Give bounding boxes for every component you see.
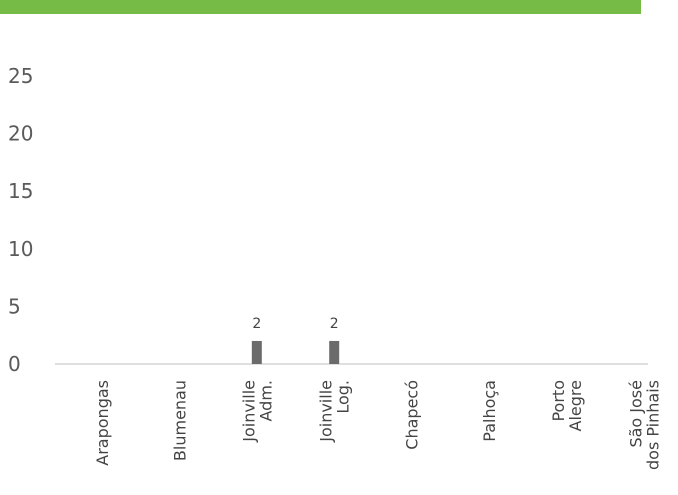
x-tick-label: Chapecó [403, 380, 422, 450]
x-tick-label-line: Porto [549, 380, 568, 422]
x-tick-label-line: Adm. [256, 380, 275, 422]
x-tick-label: Blumenau [170, 380, 189, 461]
x-tick-label-line: dos Pinhais [643, 380, 662, 470]
x-tick-label: Palhoça [480, 380, 499, 442]
bar [329, 340, 340, 364]
data-label: 2 [330, 316, 339, 332]
x-tick-label-line: Chapecó [403, 380, 422, 450]
y-tick-label: 0 [8, 352, 21, 376]
y-tick-label: 10 [8, 237, 33, 261]
x-tick-label-line: Joinville [317, 380, 336, 443]
y-tick-label: 15 [8, 179, 33, 203]
accent-top-bar [0, 0, 641, 14]
y-axis-ticks: 0 5 10 15 20 25 [8, 64, 33, 376]
bar [251, 340, 262, 364]
x-tick-label-line: Joinville [239, 380, 258, 443]
y-tick-label: 5 [8, 294, 21, 318]
y-tick-label: 25 [8, 64, 33, 88]
x-tick-label-line: Palhoça [480, 380, 499, 442]
x-tick-label-line: Log. [334, 380, 353, 414]
bars-group [251, 340, 340, 364]
x-tick-label: Arapongas [93, 380, 112, 466]
x-tick-label-line: Arapongas [93, 380, 112, 466]
x-tick-label-line: Blumenau [170, 380, 189, 461]
x-tick-label-line: São José [626, 380, 645, 448]
x-tick-label-line: Alegre [566, 380, 585, 431]
data-label: 2 [252, 316, 261, 332]
y-tick-label: 20 [8, 122, 33, 146]
